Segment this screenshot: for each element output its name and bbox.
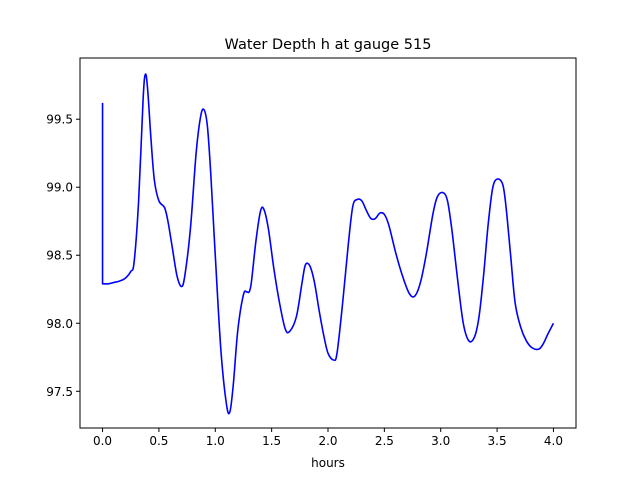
x-tick-label: 1.0 [206, 434, 225, 448]
y-tick-label: 99.0 [46, 181, 73, 195]
x-tick-label: 1.5 [262, 434, 281, 448]
x-axis: 0.0 0.5 1.0 1.5 2.0 2.5 3.0 3.5 4.0 [93, 428, 563, 448]
y-axis: 97.5 98.0 98.5 99.0 99.5 [46, 113, 80, 399]
plot-area-frame [79, 57, 577, 429]
x-axis-label: hours [311, 456, 345, 470]
y-tick-label: 98.0 [46, 317, 73, 331]
x-tick-label: 2.0 [318, 434, 337, 448]
x-tick-label: 0.0 [93, 434, 112, 448]
series-layer [101, 73, 555, 415]
x-tick-label: 3.0 [431, 434, 450, 448]
x-tick-label: 2.5 [375, 434, 394, 448]
x-tick-label: 3.5 [488, 434, 507, 448]
x-tick-label: 0.5 [149, 434, 168, 448]
y-tick-label: 98.5 [46, 249, 73, 263]
x-tick-label: 4.0 [544, 434, 563, 448]
chart-title: Water Depth h at gauge 515 [225, 37, 432, 53]
y-tick-label: 99.5 [46, 113, 73, 127]
y-tick-label: 97.5 [46, 385, 73, 399]
series-line [101, 73, 555, 415]
